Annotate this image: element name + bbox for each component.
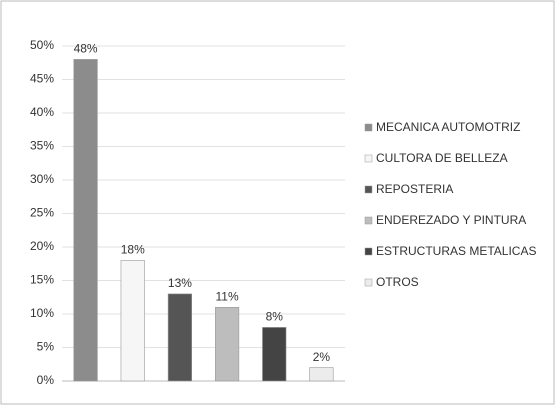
y-tick-label: 25%	[30, 206, 54, 220]
data-label: 2%	[313, 350, 331, 364]
legend-label: ENDEREZADO Y PINTURA	[376, 213, 526, 227]
data-label: 18%	[121, 243, 145, 257]
y-tick-label: 5%	[37, 340, 55, 354]
y-tick-label: 20%	[30, 239, 54, 253]
y-tick-label: 10%	[30, 306, 54, 320]
y-tick-label: 35%	[30, 139, 54, 153]
legend-label: OTROS	[376, 275, 419, 289]
legend: MECANICA AUTOMOTRIZ CULTORA DE BELLEZA REP…	[364, 120, 536, 289]
bar	[167, 293, 193, 382]
legend-label: REPOSTERIA	[376, 182, 453, 196]
legend-swatch	[364, 123, 373, 132]
legend-swatch	[364, 247, 373, 256]
bar	[309, 367, 334, 382]
legend-swatch	[364, 154, 373, 163]
legend-swatch	[364, 185, 373, 194]
y-tick-label: 45%	[30, 72, 54, 86]
y-tick-label: 40%	[30, 105, 54, 119]
legend-swatch	[364, 216, 373, 225]
legend-label: ESTRUCTURAS METALICAS	[376, 244, 536, 258]
bar	[73, 59, 98, 382]
y-tick-label: 15%	[30, 273, 54, 287]
data-label: 13%	[168, 276, 192, 290]
data-label: 48%	[74, 42, 98, 56]
legend-swatch	[364, 278, 373, 287]
bar	[262, 327, 287, 382]
data-label: 8%	[266, 310, 284, 324]
y-tick-label: 0%	[37, 373, 55, 387]
bar	[214, 306, 240, 382]
bar	[120, 260, 145, 382]
legend-label: MECANICA AUTOMOTRIZ	[376, 120, 520, 134]
y-tick-label: 30%	[30, 172, 54, 186]
data-label: 11%	[216, 289, 239, 303]
legend-label: CULTORA DE BELLEZA	[376, 151, 508, 165]
y-tick-label: 50%	[30, 38, 54, 52]
